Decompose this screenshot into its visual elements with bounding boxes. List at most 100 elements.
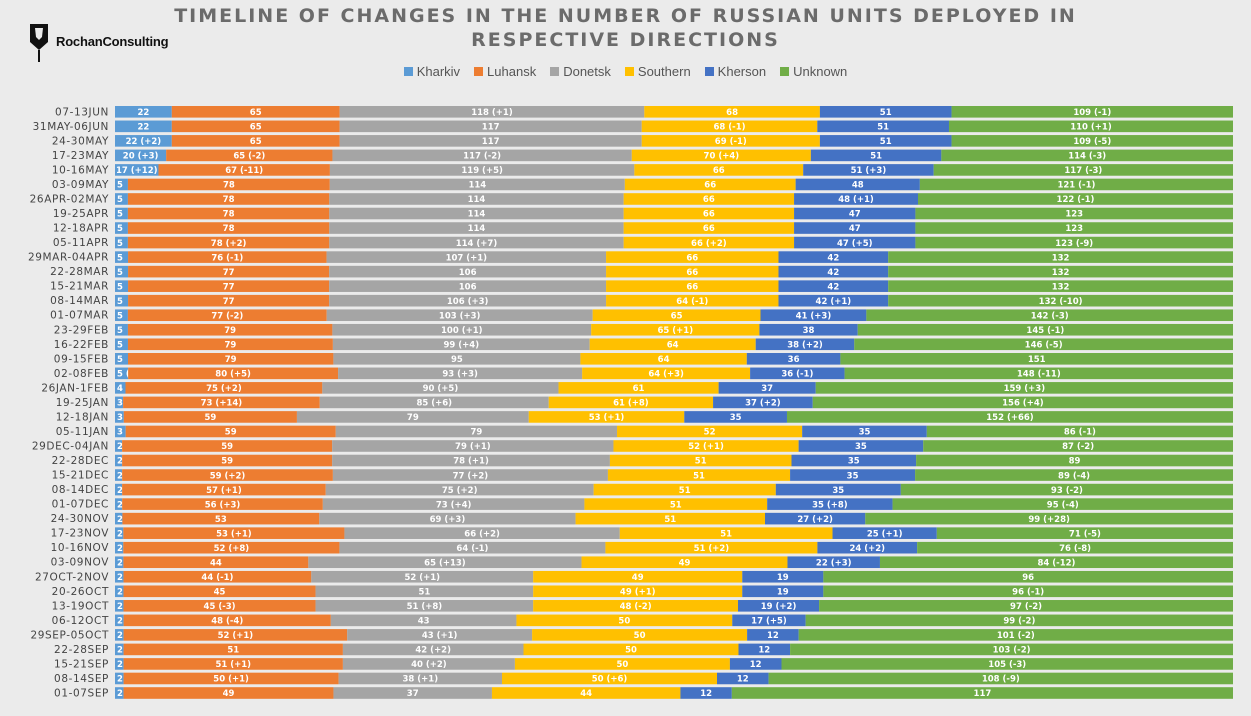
data-label: 12 [767,631,779,641]
bar-segment-kherson [759,323,858,336]
row-label: 10-16MAY [52,164,109,176]
bar-segment-southern [623,236,795,249]
bar-segment-kharkiv [115,643,124,656]
data-label: 80 (+5) [215,370,251,380]
bar-segment-unknown [798,629,1233,641]
data-label: 35 [848,457,860,467]
data-label: 48 (-2) [620,602,652,612]
bar-segment-unknown [941,149,1233,162]
bar-segment-luhansk [171,135,340,147]
bar-segment-donetsk [338,367,583,380]
data-label: 51 [670,500,682,510]
bar-segment-luhansk [171,106,340,118]
data-label: 103 (+3) [439,311,481,321]
data-label: 103 (-2) [993,646,1031,656]
data-label: 50 [618,617,630,627]
data-label: 44 [580,689,592,699]
data-label: 37 (+2) [745,399,781,409]
bar-segment-southern [516,614,733,627]
data-label: 53 [215,515,227,525]
row-label: 22-28MAR [50,266,109,278]
data-label: 78 [223,224,235,234]
row-label: 17-23NOV [51,528,110,540]
bar-segment-unknown [823,570,1233,583]
data-label: 65 [671,311,683,321]
bar-segment-unknown [917,193,1233,205]
bar-segment-unknown [790,643,1233,656]
bar-segment-kharkiv [115,309,128,322]
data-label: 42 (+2) [415,646,451,656]
row-label: 20-26OCT [52,586,109,598]
data-label: 78 [223,195,235,205]
bar-segment-kherson [717,672,769,685]
data-label: 3 [117,413,123,423]
data-label: 51 (+2) [694,544,730,554]
row-label: 23-29FEB [54,324,109,336]
data-label: 5 [117,282,123,292]
data-label: 106 (+3) [447,297,489,307]
bar-segment-luhansk [123,658,343,670]
knight-emblem-icon [30,24,48,62]
data-label: 43 [418,617,430,627]
data-label: 148 (-11) [1017,370,1061,380]
bar-segment-southern [623,207,795,220]
data-label: 2 [117,529,123,539]
data-label: 25 (+1) [867,529,903,539]
data-label: 49 (+1) [620,587,656,597]
data-label: 2 [117,515,123,525]
bar-segment-southern [581,556,788,569]
data-label: 79 [407,413,419,423]
data-label: 27 (+2) [797,515,833,525]
bar-segment-luhansk [123,411,297,423]
data-label: 3 [117,399,123,409]
bar-segment-unknown [815,382,1233,394]
data-label: 119 (+5) [461,166,503,176]
data-label: 2 [117,573,123,583]
bar-segment-kharkiv [115,483,123,496]
data-label: 44 [210,558,222,568]
bar-segment-unknown [768,672,1233,685]
data-label: 47 [849,224,861,234]
data-label: 77 [223,297,235,307]
bar-segment-unknown [917,541,1233,554]
row-label: 13-19OCT [52,600,109,612]
bar-segment-kharkiv [115,222,128,234]
data-label: 89 [1069,457,1081,467]
bar-segment-donetsk [333,687,492,699]
bar-segment-kherson [803,164,934,176]
bar-segment-kharkiv [115,396,124,409]
data-label: 52 (+8) [214,544,250,554]
data-label: 35 [730,413,742,423]
data-label: 51 (+8) [407,602,443,612]
data-label: 106 [459,282,477,292]
bar-segment-kherson [819,106,952,118]
bar-segment-kharkiv [115,265,129,278]
data-label: 93 (-2) [1051,486,1083,496]
data-label: 5 [117,355,123,365]
data-label: 51 [880,137,892,147]
data-label: 70 (+4) [704,152,740,162]
row-label: 05-11APR [53,237,109,249]
bar-segment-kharkiv [115,556,124,569]
data-label: 64 [658,355,670,365]
bar-segment-kherson [795,178,920,191]
data-label: 65 (+1) [657,326,693,336]
row-label: 31MAY-06JUN [33,121,109,133]
row-label: 19-25JAN [56,397,109,409]
bar-segment-donetsk [329,164,635,176]
bar-segment-unknown [926,425,1233,438]
bar-segment-luhansk [125,425,336,438]
data-label: 48 (-4) [211,617,243,627]
bar-segment-southern [523,643,739,656]
data-label: 22 (+3) [816,558,852,568]
data-label: 22 [137,123,149,133]
data-label: 99 (+4) [443,340,479,350]
data-label: 5 [117,210,123,220]
data-label: 35 [847,471,859,481]
bar-segment-donetsk [342,658,515,670]
bar-segment-kherson [819,135,952,147]
data-label: 107 (+1) [446,253,488,263]
bar-segment-kherson [802,425,927,438]
bar-segment-kherson [790,469,916,481]
data-label: 118 (+1) [471,108,513,118]
